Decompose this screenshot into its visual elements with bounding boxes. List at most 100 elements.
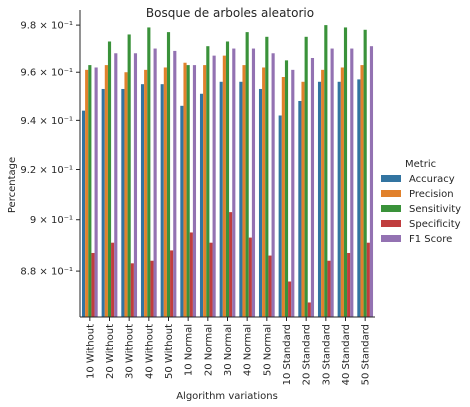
x-axis-label: Algorithm variations: [176, 391, 278, 402]
bar-precision-13: [340, 67, 344, 317]
bar-specificity-6: [209, 242, 213, 317]
bar-specificity-13: [347, 252, 351, 317]
legend: Metric Accuracy Precision Sensitivity Speci…: [381, 159, 461, 245]
bar-specificity-7: [229, 212, 233, 317]
bar-precision-3: [144, 69, 148, 317]
bar-sensitivity-6: [206, 46, 210, 317]
chart-title: Bosque de arboles aleatorio: [146, 6, 314, 20]
bar-specificity-4: [170, 250, 174, 317]
legend-label-accuracy: Accuracy: [409, 174, 455, 185]
bar-f1-score-12: [330, 48, 334, 318]
legend-label-precision: Precision: [409, 189, 454, 200]
legend-label-sensitivity: Sensitivity: [409, 204, 461, 215]
x-tick-label-1: 20 Without: [105, 324, 116, 379]
legend-swatch-f1-score: [381, 235, 401, 242]
y-tick-label-4: 9.6 × 10⁻¹: [20, 68, 73, 79]
x-tick-label-8: 40 Normal: [243, 324, 254, 376]
x-tick-label-13: 40 Standard: [341, 324, 352, 385]
y-axis-label: Percentage: [7, 157, 18, 213]
bar-sensitivity-0: [88, 65, 92, 317]
x-tick-label-6: 20 Normal: [203, 324, 214, 376]
bar-accuracy-8: [239, 81, 243, 317]
axes-layer: 8.8 × 10⁻¹ 9 × 10⁻¹ 9.2 × 10⁻¹ 9.4 × 10⁻¹ 9.…: [20, 10, 375, 385]
bar-precision-6: [203, 65, 207, 317]
bar-precision-7: [222, 55, 226, 317]
legend-swatch-precision: [381, 190, 401, 197]
legend-items: Accuracy Precision Sensitivity Specificity F…: [381, 174, 461, 245]
bar-accuracy-11: [298, 100, 302, 317]
bar-specificity-2: [130, 263, 134, 317]
x-tick-label-3: 40 Without: [144, 324, 155, 379]
bar-specificity-14: [366, 242, 370, 317]
bar-specificity-10: [288, 281, 292, 317]
bar-f1-score-4: [173, 50, 177, 317]
bar-sensitivity-3: [147, 27, 151, 317]
bar-accuracy-7: [219, 81, 223, 317]
x-tick-label-10: 10 Standard: [282, 324, 293, 385]
legend-swatch-accuracy: [381, 175, 401, 182]
bar-f1-score-0: [94, 67, 98, 317]
bar-sensitivity-1: [107, 41, 112, 318]
bar-sensitivity-2: [127, 34, 131, 318]
bar-f1-score-10: [291, 69, 295, 317]
legend-swatch-specificity: [381, 220, 401, 227]
y-tick-label-1: 9 × 10⁻¹: [30, 215, 73, 226]
bar-sensitivity-12: [324, 25, 328, 318]
bar-precision-5: [183, 62, 187, 318]
bar-precision-8: [242, 65, 246, 317]
bar-sensitivity-5: [186, 65, 190, 317]
x-tick-label-12: 30 Standard: [321, 324, 332, 385]
bar-accuracy-9: [258, 88, 263, 318]
bar-precision-10: [281, 77, 285, 317]
bar-f1-score-1: [114, 53, 118, 318]
bar-sensitivity-14: [363, 29, 367, 318]
bar-precision-11: [301, 81, 305, 317]
x-tick-label-7: 30 Normal: [223, 324, 234, 376]
bar-accuracy-10: [278, 115, 282, 318]
bar-accuracy-1: [101, 88, 105, 318]
bar-accuracy-14: [357, 79, 361, 317]
bar-specificity-5: [189, 232, 193, 317]
x-tick-label-4: 50 Without: [164, 324, 175, 379]
bar-sensitivity-7: [225, 41, 230, 318]
bar-sensitivity-9: [265, 36, 269, 318]
bar-specificity-8: [248, 237, 252, 317]
bar-accuracy-6: [199, 93, 204, 317]
bar-accuracy-2: [121, 88, 125, 318]
y-tick-label-3: 9.4 × 10⁻¹: [20, 116, 73, 127]
bars-layer: [81, 25, 374, 318]
bar-specificity-3: [150, 260, 154, 317]
bar-accuracy-13: [337, 81, 341, 317]
bar-f1-score-7: [232, 48, 236, 318]
bar-sensitivity-8: [245, 32, 249, 318]
bar-accuracy-12: [317, 81, 322, 317]
bar-precision-14: [360, 65, 364, 317]
bar-precision-9: [262, 67, 266, 317]
bar-f1-score-6: [212, 55, 216, 317]
x-tick-label-9: 50 Normal: [262, 324, 273, 376]
legend-title: Metric: [405, 159, 436, 170]
bar-f1-score-13: [350, 48, 354, 318]
x-tick-label-0: 10 Without: [85, 324, 96, 379]
y-tick-label-5: 9.8 × 10⁻¹: [20, 21, 73, 32]
bar-accuracy-0: [81, 110, 86, 317]
x-tick-label-11: 20 Standard: [302, 324, 313, 385]
bar-f1-score-5: [192, 65, 197, 317]
x-tick-label-5: 10 Normal: [184, 324, 195, 376]
x-tick-label-14: 50 Standard: [361, 324, 372, 385]
bar-accuracy-5: [180, 105, 184, 317]
legend-swatch-sensitivity: [381, 205, 401, 212]
bar-precision-12: [321, 69, 325, 317]
bar-specificity-1: [111, 242, 115, 317]
bar-precision-1: [104, 65, 108, 317]
y-tick-label-2: 9.2 × 10⁻¹: [20, 165, 73, 176]
bar-specificity-9: [268, 255, 272, 317]
bar-specificity-11: [307, 302, 311, 317]
bar-precision-2: [124, 72, 128, 317]
bar-precision-0: [85, 69, 89, 317]
bar-precision-4: [163, 67, 167, 317]
bar-f1-score-14: [369, 46, 374, 317]
bar-sensitivity-4: [166, 32, 171, 318]
bar-specificity-12: [327, 260, 331, 317]
